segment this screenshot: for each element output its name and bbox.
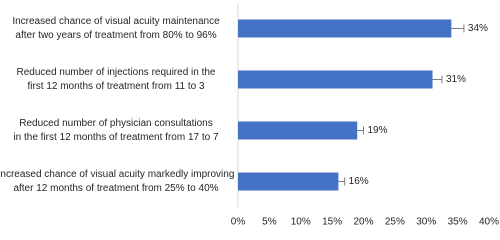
x-tick-label: 40% (479, 217, 499, 228)
category-label: Reduced number of injections required in… (16, 67, 215, 78)
x-tick-label: 0% (231, 217, 246, 228)
x-tick-label: 20% (353, 217, 373, 228)
category-label: after two years of treatment from 80% to… (15, 30, 216, 41)
error-bar (451, 24, 465, 33)
x-tick-label: 35% (448, 217, 468, 228)
x-tick-label: 15% (322, 217, 342, 228)
category-label: Increased chance of visual acuity marked… (0, 169, 234, 180)
category-label: Increased chance of visual acuity mainte… (12, 16, 220, 27)
bar (238, 19, 452, 38)
error-bar (338, 177, 346, 186)
value-label: 31% (446, 74, 466, 85)
value-label: 19% (368, 125, 388, 136)
value-label: 16% (349, 176, 369, 187)
category-label: in the first 12 months of treatment from… (13, 132, 219, 143)
error-bar (432, 75, 443, 84)
x-tick-label: 30% (416, 217, 436, 228)
x-tick-label: 5% (262, 217, 277, 228)
value-label: 34% (468, 23, 488, 34)
category-label: after 12 months of treatment from 25% to… (13, 183, 218, 194)
bar (238, 172, 339, 191)
x-tick-label: 10% (291, 217, 311, 228)
category-label: Reduced number of physician consultation… (19, 118, 212, 129)
bar (238, 121, 358, 140)
error-bar (357, 126, 364, 135)
category-label: first 12 months of treatment from 11 to … (27, 81, 205, 92)
x-tick-label: 25% (385, 217, 405, 228)
bar (238, 70, 433, 89)
